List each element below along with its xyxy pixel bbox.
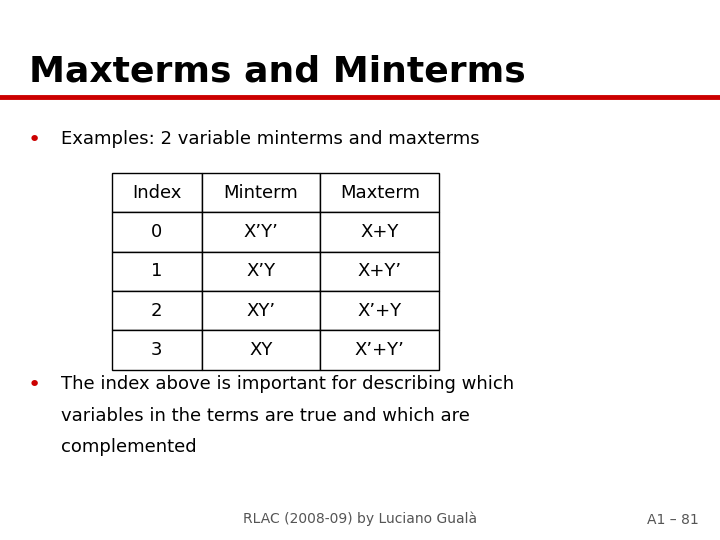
Text: X’Y’: X’Y’ [243,223,279,241]
Text: Maxterms and Minterms: Maxterms and Minterms [29,54,526,88]
Text: 1: 1 [151,262,162,280]
Text: Maxterm: Maxterm [340,184,420,201]
Text: X+Y’: X+Y’ [358,262,402,280]
Text: X+Y: X+Y [361,223,399,241]
Text: XY: XY [249,341,273,359]
Text: Minterm: Minterm [224,184,298,201]
Bar [320,212,439,252]
Bar [112,330,202,370]
Bar [112,291,202,330]
Text: 3: 3 [151,341,162,359]
Text: Examples: 2 variable minterms and maxterms: Examples: 2 variable minterms and maxter… [61,130,480,147]
Bar [202,212,320,252]
Bar [320,252,439,291]
Bar [202,291,320,330]
Bar [112,173,202,212]
Text: XY’: XY’ [246,302,276,320]
Bar [320,173,439,212]
Text: 0: 0 [151,223,162,241]
Text: X’Y: X’Y [246,262,276,280]
Text: X’+Y’: X’+Y’ [355,341,405,359]
Text: A1 – 81: A1 – 81 [647,512,698,526]
Bar [112,212,202,252]
Bar [202,330,320,370]
Bar [320,330,439,370]
Text: complemented: complemented [61,438,197,456]
Text: The index above is important for describing which: The index above is important for describ… [61,375,514,393]
Text: •: • [27,375,40,395]
Bar [202,173,320,212]
Text: X’+Y: X’+Y [358,302,402,320]
Text: •: • [27,130,40,150]
Text: variables in the terms are true and which are: variables in the terms are true and whic… [61,407,470,424]
Text: RLAC (2008-09) by Luciano Gualà: RLAC (2008-09) by Luciano Gualà [243,512,477,526]
Text: Index: Index [132,184,181,201]
Bar [320,291,439,330]
Text: 2: 2 [151,302,162,320]
Bar [202,252,320,291]
Bar [112,252,202,291]
